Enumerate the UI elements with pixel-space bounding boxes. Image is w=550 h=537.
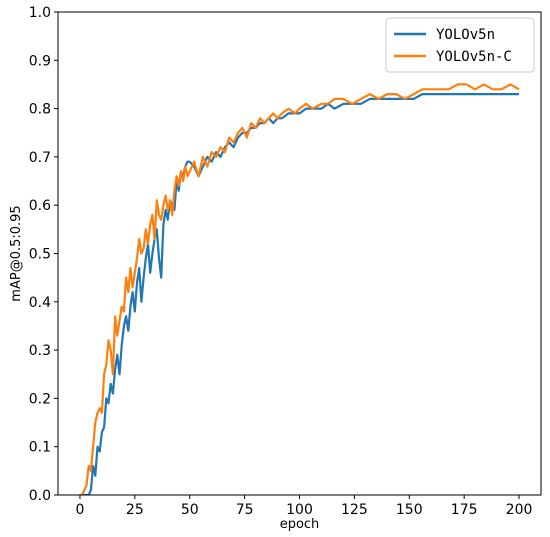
x-tick-label: 25 [126,502,144,518]
legend-label: YOLOv5n-C [436,49,512,65]
x-tick-label: 100 [286,502,313,518]
y-tick-label: 0.5 [29,247,51,263]
x-tick-label: 150 [396,502,423,518]
y-tick-label: 0.8 [29,102,51,118]
x-axis: 0 25 50 75 100 125 150 175 200 [75,495,532,518]
series-line-2 [80,83,520,495]
y-tick-label: 0.1 [29,440,51,456]
x-tick-label: 75 [236,502,254,518]
legend-label: YOLOv5n [436,27,495,43]
x-tick-label: 125 [341,502,368,518]
legend-box [385,17,535,73]
x-axis-label: epoch [280,517,320,532]
y-axis: 0.0 0.1 0.2 0.3 0.4 0.5 0.6 0.7 0.8 0.9 1.0 [29,5,58,504]
x-tick-label: 0 [75,502,84,518]
x-tick-label: 200 [506,502,533,518]
y-tick-label: 0.3 [29,343,51,359]
y-tick-label: 1.0 [29,5,51,21]
y-tick-label: 0.9 [29,53,51,69]
x-tick-label: 175 [451,502,478,518]
y-tick-label: 0.2 [29,391,51,407]
legend: YOLOv5n YOLOv5n-C [385,17,535,73]
y-tick-label: 0.0 [29,488,51,504]
y-tick-label: 0.7 [29,150,51,166]
x-tick-label: 50 [181,502,199,518]
y-axis-label: mAP@0.5:0.95 [9,205,24,301]
y-tick-label: 0.6 [29,198,51,214]
y-tick-label: 0.4 [29,295,51,311]
